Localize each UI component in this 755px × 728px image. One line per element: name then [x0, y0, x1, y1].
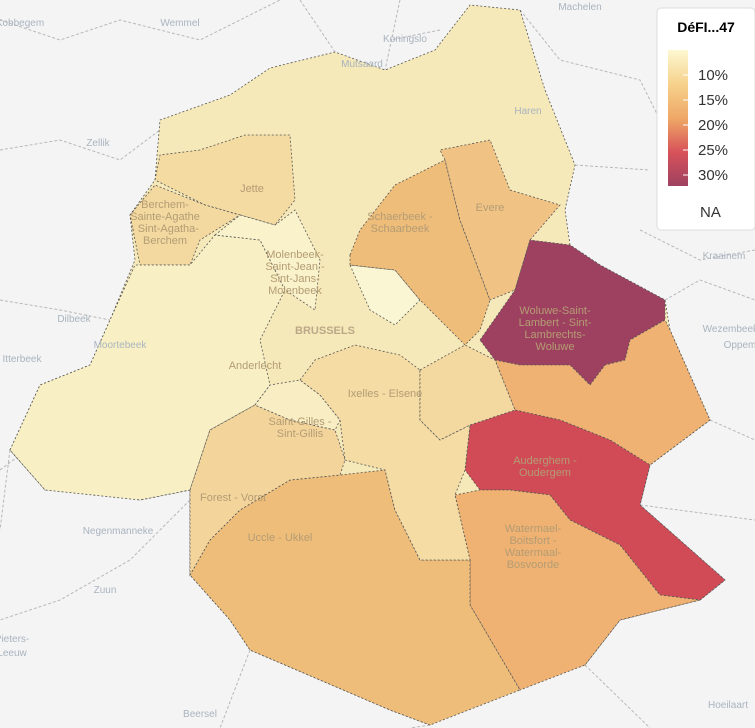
region-label: Oudergem — [519, 467, 571, 479]
regions — [9, 4, 726, 726]
region — [479, 239, 666, 386]
place-label: Wezembeek- — [703, 324, 755, 335]
region — [439, 139, 561, 301]
region-label: Lambrechts- — [524, 329, 585, 341]
region-label: Auderghem - — [513, 455, 577, 467]
place-label: Wemmel — [160, 18, 199, 29]
region-label: - Sint-Agatha- — [131, 223, 199, 235]
region-label: Berchem- — [141, 199, 189, 211]
legend-label: 15% — [698, 92, 728, 109]
region-label: Schaerbeek - — [367, 211, 433, 223]
region — [419, 344, 516, 441]
region-label: Schaarbeek — [371, 223, 430, 235]
region-label: Forest - Vorst — [200, 492, 266, 504]
place-label: Koningslo — [383, 34, 427, 45]
region-label: Lambert - Sint- — [519, 317, 592, 329]
region-label: Anderlecht — [229, 360, 282, 372]
region-label: Evere — [476, 202, 505, 214]
region-label: Sainte-Agathe — [130, 211, 200, 223]
region-label: Sint-Gillis — [277, 428, 324, 440]
region — [154, 134, 296, 226]
place-label: Negenmanneke — [83, 526, 154, 537]
place-label: Moortebeek — [94, 340, 148, 351]
region — [213, 209, 321, 311]
legend-na: NA — [700, 204, 721, 221]
legend-label: 25% — [698, 142, 728, 159]
legend-label: 30% — [698, 167, 728, 184]
region — [189, 469, 521, 726]
place-label: Pieters- — [0, 634, 29, 645]
region-label: Bosvoorde — [507, 559, 560, 571]
region-label: Woluwe — [536, 341, 575, 353]
place-label: Oppem — [724, 340, 755, 351]
place-label: Beersel — [183, 709, 217, 720]
region-label: Molenbeek — [268, 285, 322, 297]
place-label: Haren — [514, 106, 541, 117]
place-label: Zellik — [86, 138, 110, 149]
region-label: Molenbeek- — [266, 249, 324, 261]
region — [349, 159, 491, 346]
legend-title: DéFI...47 — [677, 19, 735, 35]
place-label: Zuun — [94, 585, 117, 596]
region-label: Saint-Jean - — [265, 261, 325, 273]
place-label: Machelen — [558, 2, 601, 13]
region — [9, 234, 286, 501]
place-label: Itterbeek — [3, 354, 43, 365]
legend-label: 10% — [698, 67, 728, 84]
place-label: Leeuw — [0, 648, 28, 659]
legend-gradient — [668, 50, 688, 186]
place-label: Dilbeek — [57, 314, 91, 325]
region-label: Uccle - Ukkel — [248, 532, 313, 544]
region-label: Watermael- — [505, 523, 562, 535]
region-label: Woluwe-Saint- — [519, 305, 591, 317]
region — [494, 319, 711, 466]
legend-label: 20% — [698, 117, 728, 134]
region-label: Sint-Jans- — [270, 273, 320, 285]
region-label: Berchem — [143, 235, 187, 247]
region-label: Boitsfort - — [509, 535, 556, 547]
region — [189, 404, 346, 577]
place-label: Mutsaard — [341, 59, 383, 70]
region — [454, 489, 701, 691]
region-label: Ixelles - Elsene — [348, 388, 423, 400]
region-label: Watermaal- — [505, 547, 562, 559]
place-label: Hoeilaart — [708, 700, 748, 711]
place-label: Kobbegem — [0, 18, 44, 29]
region-label: BRUSSELS — [295, 325, 355, 337]
region — [299, 344, 471, 561]
region-label: Jette — [240, 183, 264, 195]
place-label: Kraainem — [703, 251, 746, 262]
region-label: Saint-Gilles - — [269, 416, 332, 428]
